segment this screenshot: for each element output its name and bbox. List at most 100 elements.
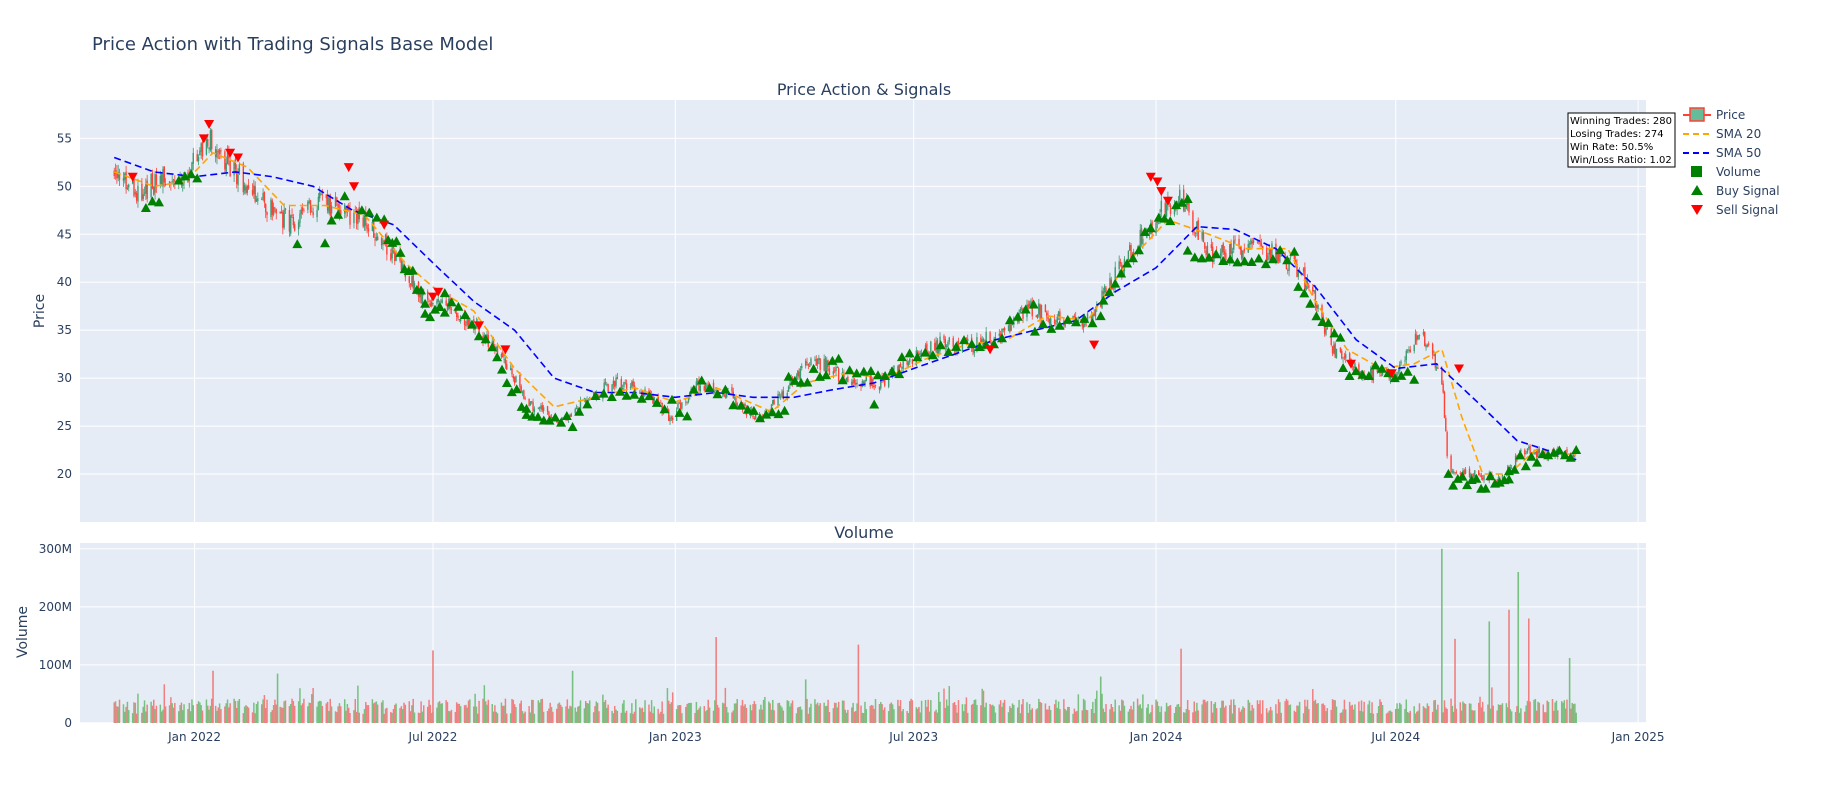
volume-bar xyxy=(1305,706,1307,723)
candle-body xyxy=(1251,241,1253,244)
candle-body xyxy=(1443,391,1446,418)
candle-body xyxy=(214,148,217,158)
price-y-tick-label: 45 xyxy=(57,227,72,241)
candle-body xyxy=(561,417,563,422)
volume-bar xyxy=(578,705,580,723)
volume-bar xyxy=(778,702,781,723)
volume-bar xyxy=(772,699,774,723)
candle-body xyxy=(255,199,258,202)
volume-bar xyxy=(200,705,202,723)
candle-body xyxy=(1114,267,1116,286)
candle-body xyxy=(1277,252,1280,261)
volume-bar xyxy=(226,699,229,723)
candle-body xyxy=(612,380,615,386)
volume-y-tick-label: 300M xyxy=(39,542,72,556)
buy-signal-marker xyxy=(1038,319,1049,329)
volume-bar xyxy=(1416,711,1418,723)
candle-body xyxy=(282,211,284,229)
candle-body xyxy=(777,393,779,406)
candle-body xyxy=(1265,248,1268,261)
volume-bar xyxy=(1150,712,1152,723)
volume-bar xyxy=(781,707,783,723)
volume-bar xyxy=(187,709,189,723)
sell-signal-marker xyxy=(379,220,390,230)
volume-bar xyxy=(546,710,549,723)
candle-body xyxy=(137,185,139,202)
volume-bar xyxy=(1039,701,1041,723)
candle-body xyxy=(961,341,964,352)
candle-body xyxy=(1524,449,1526,455)
candle-body xyxy=(1371,369,1373,381)
buy-signal-marker xyxy=(1376,363,1387,373)
price-y-tick-label: 25 xyxy=(57,419,72,433)
volume-bar xyxy=(1472,710,1475,723)
volume-bar xyxy=(999,700,1002,723)
candle-body xyxy=(1296,264,1298,277)
price-y-tick-label: 20 xyxy=(57,467,72,481)
legend-item-sma50[interactable]: SMA 50 xyxy=(1683,146,1761,160)
buy-signal-marker xyxy=(425,312,435,322)
volume-bar xyxy=(1102,708,1105,723)
buy-signal-marker xyxy=(667,394,677,404)
volume-bar xyxy=(855,710,857,723)
candle-body xyxy=(125,171,127,190)
candle-body xyxy=(1248,243,1251,245)
candle-body xyxy=(980,337,982,343)
volume-bar xyxy=(484,701,487,723)
legend-item-sell-signal[interactable]: Sell Signal xyxy=(1691,203,1778,217)
volume-bar xyxy=(400,706,403,723)
legend-item-buy-signal[interactable]: Buy Signal xyxy=(1691,184,1780,198)
volume-bar xyxy=(1363,701,1365,723)
volume-bar xyxy=(1312,689,1314,723)
candle-body xyxy=(779,396,782,398)
buy-signal-marker xyxy=(1116,268,1127,278)
volume-bar xyxy=(985,702,987,723)
candle-body xyxy=(1335,348,1338,358)
x-tick-label: Jan 2024 xyxy=(1129,730,1183,744)
legend-item-sma20[interactable]: SMA 20 xyxy=(1683,127,1761,141)
volume-bar xyxy=(1156,701,1159,723)
buy-signal-marker xyxy=(621,390,632,400)
candle-body xyxy=(976,337,978,352)
legend-item-price[interactable]: Price xyxy=(1683,107,1745,122)
volume-bar xyxy=(1122,700,1124,723)
legend-item-volume[interactable]: Volume xyxy=(1691,165,1761,179)
volume-bar xyxy=(384,708,387,723)
candle-body xyxy=(117,172,119,178)
candle-body xyxy=(585,399,587,403)
volume-bar xyxy=(956,712,958,723)
volume-bar xyxy=(984,707,986,723)
volume-bar xyxy=(1140,708,1143,723)
candle-body xyxy=(133,178,135,196)
volume-bar xyxy=(1085,709,1087,723)
volume-bar xyxy=(569,705,571,723)
candle-body xyxy=(1409,349,1411,353)
buy-signal-marker xyxy=(434,302,445,311)
volume-bar xyxy=(1151,704,1153,723)
candle-body xyxy=(947,342,949,347)
volume-bar xyxy=(1103,711,1106,723)
volume-bar xyxy=(1518,712,1521,723)
volume-bar xyxy=(815,704,817,723)
volume-bar xyxy=(1038,698,1040,723)
buy-signal-marker xyxy=(446,297,457,307)
volume-bar xyxy=(1563,700,1566,723)
candle-body xyxy=(1204,242,1206,249)
legend[interactable]: Price SMA 20 SMA 50 Volume Buy Signal Se… xyxy=(1683,107,1780,217)
volume-bar xyxy=(1298,701,1301,723)
candle-body xyxy=(1445,417,1447,432)
candle-body xyxy=(698,379,700,391)
buy-signal-marker xyxy=(742,404,753,414)
candle-body xyxy=(855,382,857,385)
candle-body xyxy=(671,417,674,420)
volume-bar xyxy=(1371,702,1373,723)
volume-bar xyxy=(531,699,533,723)
volume-bar xyxy=(1462,701,1464,723)
volume-bar xyxy=(308,702,310,723)
volume-bar xyxy=(760,704,762,723)
buy-signal-marker xyxy=(1462,480,1473,490)
candle-body xyxy=(457,315,459,319)
volume-bar xyxy=(390,711,392,723)
volume-bar xyxy=(695,701,698,723)
volume-bar xyxy=(1045,709,1048,723)
